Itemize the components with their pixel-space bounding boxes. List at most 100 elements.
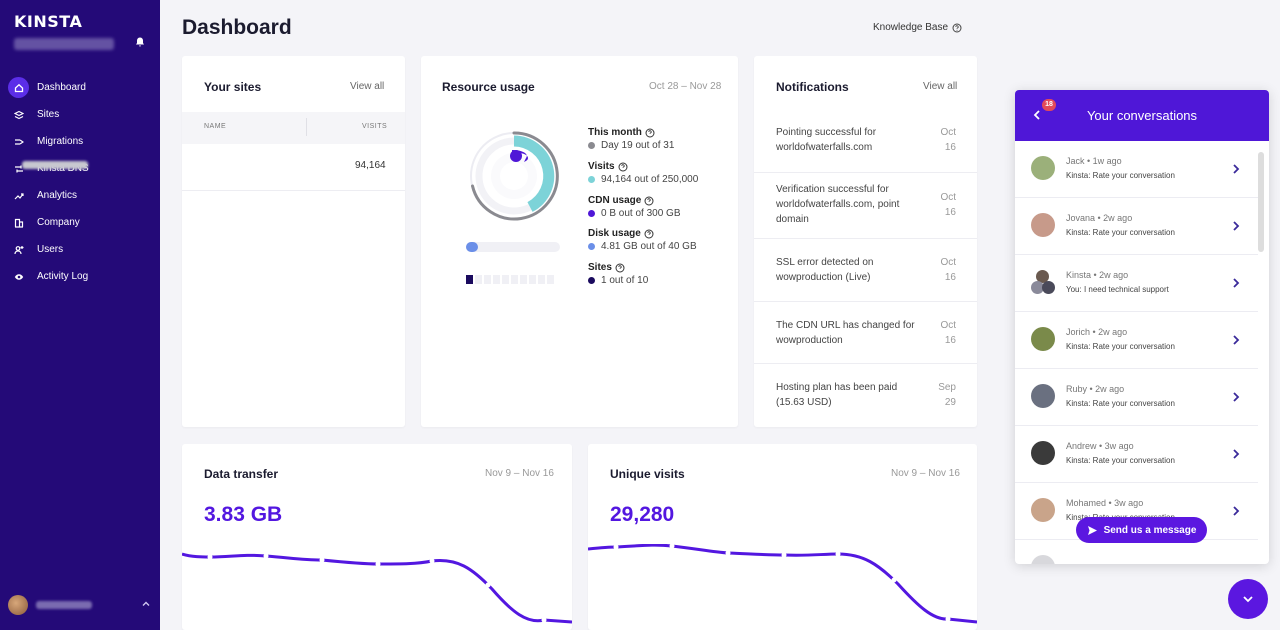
legend-value: Day 19 out of 31 xyxy=(601,140,675,151)
help-circle-icon[interactable] xyxy=(644,196,654,206)
sidebar-item-company[interactable]: Company xyxy=(0,209,160,236)
migrate-icon xyxy=(8,131,29,152)
dns-icon xyxy=(8,158,29,179)
data-transfer-value: 3.83 GB xyxy=(204,503,283,526)
notification-item[interactable]: Pointing successful for worldofwaterfall… xyxy=(776,125,926,155)
row-divider xyxy=(182,190,405,191)
notification-item[interactable]: Verification successful for worldofwater… xyxy=(776,182,926,227)
knowledge-base-link[interactable]: Knowledge Base xyxy=(873,22,962,33)
sidebar-item-sites[interactable]: Sites xyxy=(0,101,160,128)
send-message-label: Send us a message xyxy=(1103,524,1197,536)
company-name-blurred[interactable] xyxy=(14,38,114,50)
help-circle-icon[interactable] xyxy=(644,229,654,239)
avatar xyxy=(8,595,28,615)
help-circle-icon[interactable] xyxy=(645,128,655,138)
chevron-right-icon xyxy=(1233,221,1240,231)
sidebar: KINSTA Dashboard Sites Migrations Kinsta… xyxy=(0,0,160,630)
avatar xyxy=(1031,441,1055,465)
home-icon xyxy=(8,77,29,98)
conversations-header: 18 Your conversations xyxy=(1015,90,1269,141)
conversation-item[interactable]: Jovana • 2w ago Kinsta: Rate your conver… xyxy=(1015,198,1258,255)
data-transfer-sparkline xyxy=(182,552,572,624)
conversation-preview: Kinsta: Rate your conversation xyxy=(1066,342,1175,351)
sidebar-item-activity-log[interactable]: Activity Log xyxy=(0,263,160,290)
chat-toggle-button[interactable] xyxy=(1228,579,1268,619)
notification-item[interactable]: The CDN URL has changed for wowproductio… xyxy=(776,318,926,348)
notification-item[interactable]: SSL error detected on wowproduction (Liv… xyxy=(776,255,926,285)
kinsta-logo[interactable]: KINSTA xyxy=(14,12,83,31)
site-slot xyxy=(484,275,491,284)
site-slot xyxy=(502,275,509,284)
notification-line: wowproduction xyxy=(776,335,843,346)
card-title: Unique visits xyxy=(610,467,685,481)
chevron-right-icon xyxy=(1233,278,1240,288)
notification-date: Oct 16 xyxy=(930,255,956,285)
sidebar-nav: Dashboard Sites Migrations Kinsta DNS An… xyxy=(0,74,160,290)
legend-value: 1 out of 10 xyxy=(601,275,649,286)
conversation-meta: Jovana • 2w ago xyxy=(1066,213,1133,223)
conversation-meta: Andrew • 3w ago xyxy=(1066,441,1134,451)
site-slot xyxy=(493,275,500,284)
legend-dot xyxy=(588,176,595,183)
sidebar-item-analytics[interactable]: Analytics xyxy=(0,182,160,209)
send-message-button[interactable]: Send us a message xyxy=(1076,517,1207,543)
conversation-meta: Jorich • 2w ago xyxy=(1066,327,1128,337)
conversation-item[interactable]: Jorich • 2w ago Kinsta: Rate your conver… xyxy=(1015,312,1258,369)
site-slot xyxy=(547,275,554,284)
sidebar-item-users[interactable]: Users xyxy=(0,236,160,263)
unread-badge: 18 xyxy=(1042,99,1056,111)
sidebar-item-migrations[interactable]: Migrations xyxy=(0,128,160,155)
date-range: Oct 28 – Nov 28 xyxy=(649,81,722,92)
site-name-blurred[interactable] xyxy=(22,161,88,169)
user-menu[interactable] xyxy=(8,594,153,616)
data-transfer-card: Data transfer Nov 9 – Nov 16 3.83 GB xyxy=(182,444,572,630)
disk-usage-bar xyxy=(466,242,560,252)
notification-line: worldofwaterfalls.com xyxy=(776,142,873,153)
sidebar-item-label: Analytics xyxy=(37,190,78,201)
notifications-card: Notifications View all xyxy=(754,56,977,427)
conversation-item[interactable]: Jack • 1w ago Kinsta: Rate your conversa… xyxy=(1015,141,1258,198)
sidebar-item-dashboard[interactable]: Dashboard xyxy=(0,74,160,101)
legend-value: 4.81 GB out of 40 GB xyxy=(601,241,697,252)
legend-value: 94,164 out of 250,000 xyxy=(601,174,699,185)
date-month: Oct xyxy=(940,192,956,203)
legend-dot xyxy=(588,142,595,149)
help-circle-icon[interactable] xyxy=(615,263,625,273)
help-circle-icon[interactable] xyxy=(618,162,628,172)
chevron-right-icon xyxy=(1233,506,1240,516)
conversation-preview: Kinsta: Rate your conversation xyxy=(1066,228,1175,237)
notification-date: Sep 29 xyxy=(930,380,956,410)
conversation-item[interactable]: Kinsta • 2w ago You: I need technical su… xyxy=(1015,255,1258,312)
column-header-name[interactable]: NAME xyxy=(204,123,227,130)
date-month: Oct xyxy=(940,320,956,331)
conversation-item-partial[interactable] xyxy=(1015,540,1258,564)
send-icon xyxy=(1087,525,1097,535)
date-day: 16 xyxy=(944,142,956,153)
column-header-visits[interactable]: VISITS xyxy=(362,123,388,130)
chevron-down-icon xyxy=(1243,596,1253,603)
user-name-blurred xyxy=(36,601,92,609)
bell-icon[interactable] xyxy=(134,36,146,48)
notification-item[interactable]: Hosting plan has been paid (15.63 USD) xyxy=(776,380,926,410)
conversations-scrollbar[interactable] xyxy=(1258,152,1264,252)
site-slot xyxy=(475,275,482,284)
avatar xyxy=(1031,213,1055,237)
conversation-item[interactable]: Ruby • 2w ago Kinsta: Rate your conversa… xyxy=(1015,369,1258,426)
notification-line: The CDN URL has changed for xyxy=(776,320,915,331)
conversation-item[interactable]: Andrew • 3w ago Kinsta: Rate your conver… xyxy=(1015,426,1258,483)
notification-line: wowproduction (Live) xyxy=(776,272,871,283)
conversation-preview: Kinsta: Rate your conversation xyxy=(1066,399,1175,408)
avatar xyxy=(1031,327,1055,351)
back-arrow-icon[interactable] xyxy=(1031,109,1043,121)
chevron-up-icon xyxy=(142,601,150,606)
sidebar-item-label: Users xyxy=(37,244,64,255)
knowledge-base-label: Knowledge Base xyxy=(873,22,949,33)
view-all-sites-link[interactable]: View all xyxy=(350,81,385,92)
card-title: Your sites xyxy=(204,80,262,94)
view-all-notifications-link[interactable]: View all xyxy=(923,81,958,92)
date-month: Oct xyxy=(940,257,956,268)
legend-title: Disk usage xyxy=(588,228,641,239)
site-slot xyxy=(466,275,473,284)
date-day: 16 xyxy=(944,272,956,283)
page-title: Dashboard xyxy=(182,16,292,39)
